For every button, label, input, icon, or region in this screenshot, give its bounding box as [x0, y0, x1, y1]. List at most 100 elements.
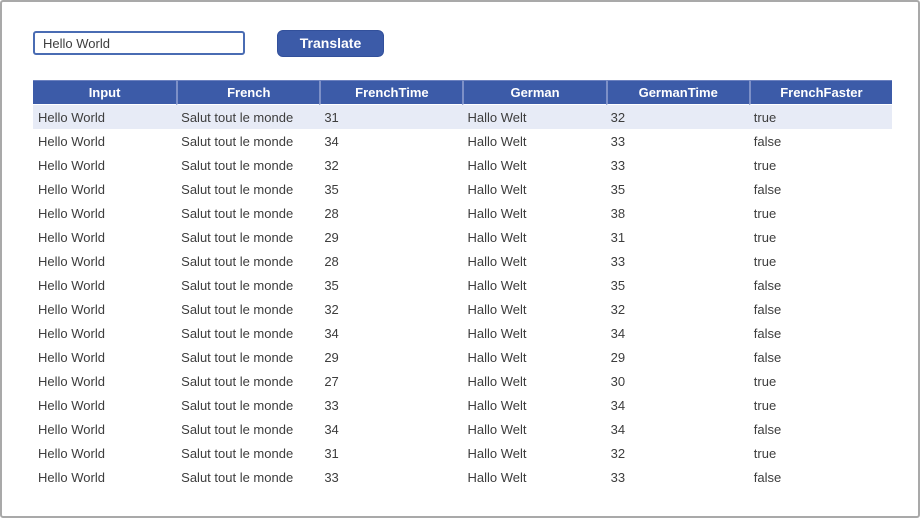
- table-cell: 33: [605, 249, 749, 273]
- table-cell: false: [748, 321, 892, 345]
- table-cell: false: [748, 417, 892, 441]
- table-row[interactable]: Hello World Salut tout le monde 34 Hallo We…: [33, 417, 892, 441]
- table-cell: Salut tout le monde: [176, 441, 320, 465]
- table-cell: Salut tout le monde: [176, 321, 320, 345]
- table-cell: Hallo Welt: [462, 201, 606, 225]
- table-row[interactable]: Hello World Salut tout le monde 31 Hallo We…: [33, 105, 892, 129]
- table-cell: 35: [605, 177, 749, 201]
- table-cell: Salut tout le monde: [176, 465, 320, 489]
- table-cell: Hello World: [33, 417, 177, 441]
- table-cell: 29: [605, 345, 749, 369]
- table-cell: Hallo Welt: [462, 369, 606, 393]
- table-cell: 31: [319, 105, 463, 129]
- table-cell: Salut tout le monde: [176, 153, 320, 177]
- table-cell: true: [748, 225, 892, 249]
- table-cell: 33: [605, 129, 749, 153]
- table-cell: Hallo Welt: [462, 273, 606, 297]
- table-body: Hello World Salut tout le monde 31 Hallo We…: [33, 105, 892, 489]
- table-cell: Salut tout le monde: [176, 345, 320, 369]
- table-cell: Hello World: [33, 153, 177, 177]
- table-row[interactable]: Hello World Salut tout le monde 31 Hallo We…: [33, 441, 892, 465]
- table-cell: false: [748, 465, 892, 489]
- table-row[interactable]: Hello World Salut tout le monde 28 Hallo We…: [33, 201, 892, 225]
- table-cell: 34: [319, 417, 463, 441]
- table-cell: true: [748, 441, 892, 465]
- table-cell: Hallo Welt: [462, 153, 606, 177]
- table-cell: Hello World: [33, 201, 177, 225]
- table-cell: 32: [605, 105, 749, 129]
- table-row[interactable]: Hello World Salut tout le monde 29 Hallo We…: [33, 345, 892, 369]
- table-cell: Hallo Welt: [462, 129, 606, 153]
- column-header-german: German: [462, 80, 606, 105]
- table-cell: Salut tout le monde: [176, 369, 320, 393]
- column-header-french: French: [176, 80, 320, 105]
- table-cell: true: [748, 369, 892, 393]
- table-cell: Salut tout le monde: [176, 129, 320, 153]
- table-cell: false: [748, 129, 892, 153]
- table-row[interactable]: Hello World Salut tout le monde 28 Hallo We…: [33, 249, 892, 273]
- table-cell: Hello World: [33, 369, 177, 393]
- table-row[interactable]: Hello World Salut tout le monde 29 Hallo We…: [33, 225, 892, 249]
- column-header-germantime: GermanTime: [605, 80, 749, 105]
- table-cell: Salut tout le monde: [176, 105, 320, 129]
- table-cell: Hello World: [33, 441, 177, 465]
- table-cell: Hallo Welt: [462, 225, 606, 249]
- table-cell: Hello World: [33, 465, 177, 489]
- table-row[interactable]: Hello World Salut tout le monde 34 Hallo We…: [33, 321, 892, 345]
- table-row[interactable]: Hello World Salut tout le monde 32 Hallo We…: [33, 153, 892, 177]
- table-cell: Hello World: [33, 345, 177, 369]
- table-cell: 35: [319, 273, 463, 297]
- table-cell: true: [748, 393, 892, 417]
- table-cell: Hello World: [33, 177, 177, 201]
- table-cell: true: [748, 249, 892, 273]
- table-cell: true: [748, 153, 892, 177]
- table-cell: Hallo Welt: [462, 297, 606, 321]
- table-cell: 35: [605, 273, 749, 297]
- table-cell: 33: [319, 393, 463, 417]
- table-cell: Salut tout le monde: [176, 177, 320, 201]
- table-cell: 34: [605, 321, 749, 345]
- table-cell: 33: [605, 153, 749, 177]
- translate-text-input[interactable]: [33, 31, 245, 55]
- table-cell: 31: [605, 225, 749, 249]
- table-cell: false: [748, 273, 892, 297]
- table-cell: 33: [605, 465, 749, 489]
- table-row[interactable]: Hello World Salut tout le monde 32 Hallo We…: [33, 297, 892, 321]
- column-header-input: Input: [33, 80, 177, 105]
- table-cell: false: [748, 297, 892, 321]
- table-cell: Hello World: [33, 105, 177, 129]
- table-row[interactable]: Hello World Salut tout le monde 35 Hallo We…: [33, 177, 892, 201]
- table-cell: Salut tout le monde: [176, 201, 320, 225]
- table-row[interactable]: Hello World Salut tout le monde 33 Hallo We…: [33, 465, 892, 489]
- table-row[interactable]: Hello World Salut tout le monde 35 Hallo We…: [33, 273, 892, 297]
- table-cell: 34: [605, 393, 749, 417]
- translate-button[interactable]: Translate: [277, 30, 384, 57]
- table-cell: 34: [319, 321, 463, 345]
- table-cell: 31: [319, 441, 463, 465]
- column-header-frenchtime: FrenchTime: [319, 80, 463, 105]
- table-cell: Hello World: [33, 297, 177, 321]
- table-cell: 34: [605, 417, 749, 441]
- table-cell: 38: [605, 201, 749, 225]
- table-row[interactable]: Hello World Salut tout le monde 34 Hallo We…: [33, 129, 892, 153]
- table-cell: false: [748, 177, 892, 201]
- table-cell: 34: [319, 129, 463, 153]
- table-cell: 30: [605, 369, 749, 393]
- table-row[interactable]: Hello World Salut tout le monde 33 Hallo We…: [33, 393, 892, 417]
- table-cell: 33: [319, 465, 463, 489]
- table-cell: Hello World: [33, 129, 177, 153]
- table-cell: Hallo Welt: [462, 321, 606, 345]
- table-cell: 29: [319, 345, 463, 369]
- table-cell: Hallo Welt: [462, 465, 606, 489]
- table-cell: 35: [319, 177, 463, 201]
- table-cell: Hello World: [33, 321, 177, 345]
- table-cell: 32: [605, 441, 749, 465]
- table-cell: 32: [605, 297, 749, 321]
- translation-results-table: Input French FrenchTime German GermanTim…: [33, 80, 892, 489]
- table-cell: Hallo Welt: [462, 345, 606, 369]
- table-row[interactable]: Hello World Salut tout le monde 27 Hallo We…: [33, 369, 892, 393]
- table-cell: Hello World: [33, 225, 177, 249]
- table-cell: false: [748, 345, 892, 369]
- table-cell: Salut tout le monde: [176, 273, 320, 297]
